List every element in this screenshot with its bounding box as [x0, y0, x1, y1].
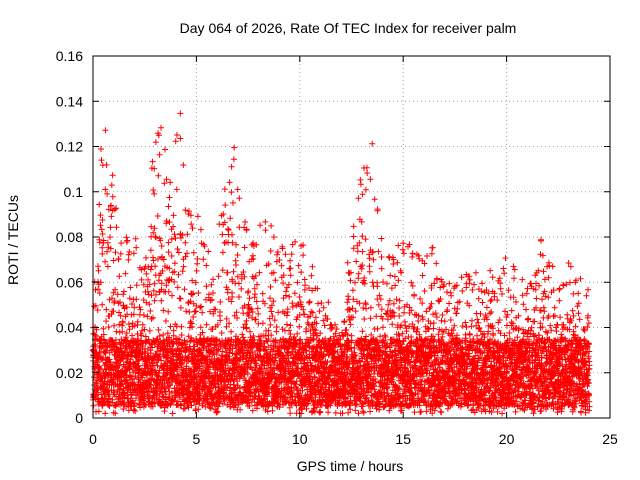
chart-title: Day 064 of 2026, Rate Of TEC Index for r… [180, 20, 517, 36]
y-tick-label: 0 [75, 410, 83, 426]
axis-ticks [92, 55, 611, 419]
y-tick-label: 0.02 [56, 365, 83, 381]
y-axis-label: ROTI / TECUs [5, 195, 21, 285]
y-tick-label: 0.08 [56, 229, 83, 245]
y-tick-label: 0.12 [56, 139, 83, 155]
y-tick-label: 0.06 [56, 274, 83, 290]
x-tick-label: 15 [395, 431, 411, 447]
data-points [89, 110, 593, 417]
grid-lines [93, 56, 610, 418]
y-tick-label: 0.14 [56, 93, 83, 109]
x-tick-label: 5 [193, 431, 201, 447]
x-tick-label: 20 [499, 431, 515, 447]
roti-series-markers [89, 110, 593, 417]
y-tick-label: 0.1 [64, 184, 84, 200]
x-tick-label: 10 [292, 431, 308, 447]
x-tick-label: 0 [89, 431, 97, 447]
y-tick-labels: 0 0.02 0.04 0.06 0.08 0.1 0.12 0.14 0.16 [56, 48, 83, 426]
x-tick-label: 25 [602, 431, 618, 447]
y-tick-label: 0.16 [56, 48, 83, 64]
y-tick-label: 0.04 [56, 320, 83, 336]
x-tick-labels: 0 5 10 15 20 25 [89, 431, 618, 447]
x-axis-label: GPS time / hours [297, 458, 404, 474]
